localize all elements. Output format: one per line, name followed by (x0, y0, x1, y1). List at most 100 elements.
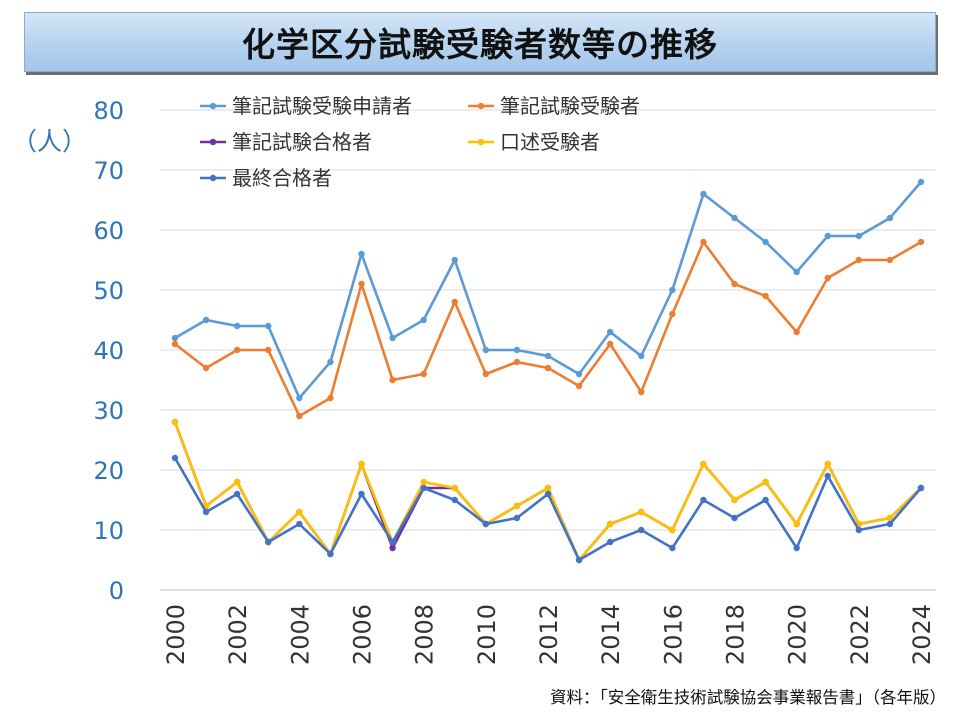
point-examinees-2023 (886, 256, 894, 264)
point-oral_examinees-2018 (731, 496, 738, 504)
point-applicants-2003 (265, 322, 272, 330)
legend-swatch-marker (209, 102, 217, 110)
x-tick-label: 2008 (411, 604, 439, 665)
x-tick-label: 2000 (162, 604, 190, 665)
point-examinees-2007 (389, 376, 396, 384)
point-final_pass-2017 (700, 496, 707, 504)
x-tick-label: 2022 (846, 604, 874, 665)
point-applicants-2007 (389, 334, 396, 342)
legend-label: 口述受験者 (500, 130, 600, 154)
point-final_pass-2000 (171, 454, 179, 462)
gridlines (160, 109, 936, 591)
chart-title: 化学区分試験受験者数等の推移 (242, 25, 718, 64)
x-tick-label: 2024 (908, 604, 936, 665)
point-final_pass-2015 (638, 526, 645, 534)
legend-label: 最終合格者 (232, 166, 332, 190)
legend-label: 筆記試験受験申請者 (232, 94, 412, 118)
legend-item-examinees: 筆記試験受験者 (468, 94, 640, 118)
point-applicants-2024 (917, 178, 925, 186)
point-final_pass-2001 (202, 508, 210, 516)
point-applicants-2022 (855, 232, 863, 240)
point-examinees-2013 (575, 382, 583, 390)
point-applicants-2001 (202, 316, 210, 324)
point-written_pass-2007 (389, 544, 396, 552)
point-examinees-2020 (793, 328, 800, 336)
y-tick-label: 20 (93, 457, 124, 485)
series-line-final_pass (173, 457, 922, 562)
point-oral_examinees-2020 (793, 520, 800, 528)
point-applicants-2015 (638, 352, 645, 360)
legend-swatch-marker (477, 138, 485, 146)
y-axis-unit-label: （人） (12, 127, 88, 156)
legend-item-final_pass: 最終合格者 (200, 166, 332, 190)
point-examinees-2011 (513, 358, 521, 366)
point-oral_examinees-2012 (544, 484, 552, 492)
point-examinees-2012 (544, 364, 552, 372)
point-applicants-2012 (544, 352, 552, 360)
y-tick-label: 10 (93, 517, 124, 545)
point-examinees-2008 (420, 370, 427, 378)
legend-swatch-marker (477, 102, 485, 110)
x-tick-label: 2018 (722, 604, 750, 665)
point-final_pass-2009 (451, 496, 458, 504)
point-final_pass-2019 (762, 496, 769, 504)
point-applicants-2020 (793, 268, 800, 276)
point-oral_examinees-2023 (886, 514, 894, 522)
point-examinees-2003 (265, 346, 272, 354)
point-final_pass-2022 (855, 526, 863, 534)
series-applicants (171, 178, 925, 402)
title-banner: 化学区分試験受験者数等の推移 (24, 12, 936, 72)
point-final_pass-2004 (296, 520, 303, 528)
x-axis-ticks: 2000 2002 2004 2006 2008 2010 2012 2014 2016 2018… (162, 604, 936, 665)
y-axis-ticks: 0 10 20 30 40 50 60 70 80 (93, 97, 124, 605)
point-oral_examinees-2011 (513, 502, 521, 510)
legend-item-applicants: 筆記試験受験申請者 (200, 94, 412, 118)
point-examinees-2017 (700, 238, 707, 246)
x-tick-label: 2020 (784, 604, 812, 665)
point-examinees-2016 (669, 310, 676, 318)
series-examinees (171, 238, 925, 420)
point-applicants-2023 (886, 214, 894, 222)
point-examinees-2001 (202, 364, 210, 372)
point-final_pass-2016 (669, 544, 676, 552)
legend-swatch-marker (209, 174, 217, 182)
y-tick-label: 70 (93, 157, 124, 185)
x-tick-label: 2006 (349, 604, 377, 665)
y-tick-label: 40 (93, 337, 124, 365)
point-applicants-2016 (669, 286, 676, 294)
point-examinees-2000 (171, 340, 179, 348)
point-oral_examinees-2008 (420, 478, 427, 486)
y-tick-label: 50 (93, 277, 124, 305)
point-final_pass-2012 (544, 490, 552, 498)
point-examinees-2024 (917, 238, 925, 246)
point-applicants-2006 (358, 250, 365, 258)
point-final_pass-2018 (731, 514, 738, 522)
y-tick-label: 80 (93, 97, 124, 125)
legend-item-written_pass: 筆記試験合格者 (200, 130, 372, 154)
point-applicants-2014 (606, 328, 614, 336)
point-final_pass-2010 (482, 520, 490, 528)
point-examinees-2010 (482, 370, 490, 378)
point-applicants-2013 (575, 370, 583, 378)
y-tick-label: 30 (93, 397, 124, 425)
point-oral_examinees-2015 (638, 508, 645, 516)
point-final_pass-2024 (917, 484, 925, 492)
point-examinees-2022 (855, 256, 863, 264)
legend-swatch-marker (209, 138, 217, 146)
point-examinees-2019 (762, 292, 769, 300)
point-applicants-2000 (171, 334, 179, 342)
legend-label: 筆記試験合格者 (232, 130, 372, 154)
point-examinees-2021 (824, 274, 831, 282)
point-examinees-2015 (638, 388, 645, 396)
point-oral_examinees-2004 (296, 508, 303, 516)
x-tick-label: 2016 (659, 604, 687, 665)
point-final_pass-2008 (420, 484, 427, 492)
point-oral_examinees-2017 (700, 460, 707, 468)
point-oral_examinees-2000 (171, 418, 179, 426)
point-examinees-2002 (233, 346, 241, 354)
x-tick-label: 2012 (535, 604, 563, 665)
point-applicants-2010 (482, 346, 490, 354)
series-final_pass (171, 454, 925, 564)
point-applicants-2009 (451, 256, 458, 264)
legend-label: 筆記試験受験者 (500, 94, 640, 118)
